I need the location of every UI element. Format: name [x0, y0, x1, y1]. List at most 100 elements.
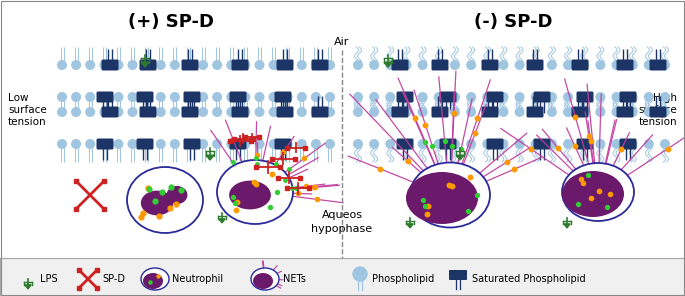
Circle shape [226, 107, 236, 117]
FancyBboxPatch shape [140, 107, 156, 118]
FancyBboxPatch shape [277, 107, 293, 118]
Circle shape [99, 92, 110, 102]
Circle shape [353, 60, 363, 70]
Circle shape [127, 107, 138, 117]
Circle shape [283, 60, 292, 70]
Text: NETs: NETs [283, 274, 306, 284]
Circle shape [499, 139, 508, 149]
Circle shape [660, 60, 670, 70]
Circle shape [170, 139, 180, 149]
Circle shape [297, 60, 307, 70]
Circle shape [71, 139, 81, 149]
Circle shape [580, 92, 589, 102]
FancyBboxPatch shape [275, 139, 292, 149]
Circle shape [170, 60, 180, 70]
Text: Aqueos
hypophase: Aqueos hypophase [312, 210, 373, 234]
Bar [0, 258, 685, 296]
Circle shape [114, 107, 123, 117]
Circle shape [127, 92, 138, 102]
Circle shape [325, 139, 335, 149]
Circle shape [254, 107, 264, 117]
Circle shape [155, 92, 166, 102]
Text: Air: Air [334, 37, 349, 47]
Circle shape [466, 107, 476, 117]
Ellipse shape [166, 186, 188, 204]
Circle shape [612, 139, 621, 149]
Circle shape [71, 107, 81, 117]
Text: Phospholipid: Phospholipid [372, 274, 434, 284]
Circle shape [353, 92, 363, 102]
Circle shape [401, 60, 412, 70]
Circle shape [401, 139, 412, 149]
FancyBboxPatch shape [277, 59, 293, 70]
Circle shape [311, 107, 321, 117]
Circle shape [547, 139, 557, 149]
Circle shape [254, 92, 264, 102]
Circle shape [114, 60, 123, 70]
Circle shape [226, 139, 236, 149]
Circle shape [155, 107, 166, 117]
Circle shape [198, 60, 208, 70]
Circle shape [450, 107, 460, 117]
FancyBboxPatch shape [440, 91, 456, 102]
FancyBboxPatch shape [616, 59, 634, 70]
Circle shape [627, 139, 638, 149]
Text: Neutrophil: Neutrophil [172, 274, 223, 284]
Ellipse shape [562, 163, 634, 221]
FancyBboxPatch shape [482, 107, 499, 118]
Circle shape [114, 92, 123, 102]
FancyBboxPatch shape [97, 139, 114, 149]
Circle shape [99, 107, 110, 117]
Circle shape [269, 107, 279, 117]
FancyBboxPatch shape [649, 107, 667, 118]
Circle shape [127, 60, 138, 70]
Circle shape [155, 139, 166, 149]
FancyBboxPatch shape [275, 91, 292, 102]
Circle shape [644, 60, 654, 70]
Circle shape [627, 107, 638, 117]
Circle shape [369, 92, 379, 102]
Circle shape [418, 92, 427, 102]
Circle shape [240, 60, 251, 70]
Circle shape [531, 107, 540, 117]
Circle shape [386, 92, 395, 102]
Ellipse shape [253, 273, 273, 289]
FancyBboxPatch shape [649, 59, 667, 70]
Circle shape [240, 92, 251, 102]
Circle shape [563, 107, 573, 117]
Circle shape [353, 267, 367, 281]
Circle shape [311, 139, 321, 149]
Ellipse shape [410, 163, 490, 228]
Circle shape [466, 92, 476, 102]
Polygon shape [384, 62, 392, 67]
Circle shape [514, 139, 525, 149]
Circle shape [57, 139, 67, 149]
Circle shape [580, 107, 589, 117]
Text: LPS: LPS [40, 274, 58, 284]
Text: High
surface
tension: High surface tension [638, 93, 677, 127]
Circle shape [434, 60, 444, 70]
Circle shape [99, 139, 110, 149]
Circle shape [283, 107, 292, 117]
FancyBboxPatch shape [534, 91, 551, 102]
Circle shape [254, 60, 264, 70]
Circle shape [386, 139, 395, 149]
Text: SP-D: SP-D [102, 274, 125, 284]
Circle shape [418, 139, 427, 149]
Circle shape [531, 92, 540, 102]
Circle shape [184, 139, 194, 149]
Circle shape [114, 139, 123, 149]
Ellipse shape [143, 273, 163, 289]
Circle shape [57, 60, 67, 70]
Circle shape [142, 60, 151, 70]
Circle shape [325, 60, 335, 70]
Circle shape [269, 139, 279, 149]
FancyBboxPatch shape [392, 107, 408, 118]
Circle shape [499, 60, 508, 70]
Ellipse shape [141, 268, 169, 290]
Circle shape [71, 92, 81, 102]
FancyBboxPatch shape [97, 91, 114, 102]
Polygon shape [141, 62, 149, 67]
Circle shape [226, 92, 236, 102]
FancyBboxPatch shape [486, 91, 503, 102]
